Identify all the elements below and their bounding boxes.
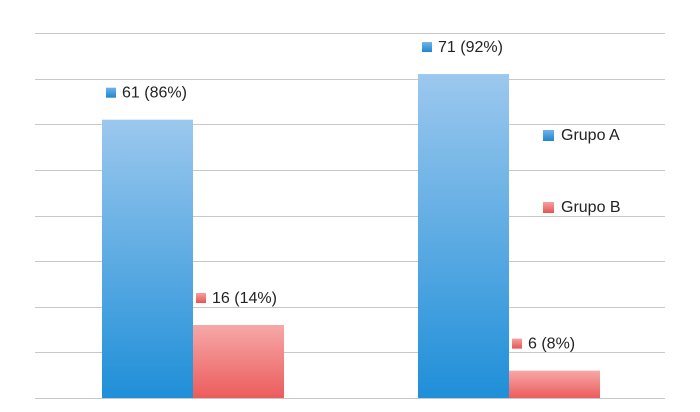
legend-label-grupo-a: Grupo A xyxy=(561,127,620,144)
data-label-swatch-1-0 xyxy=(196,293,206,303)
data-labels: 61 (86%) 71 (92%) 16 (14%) 6 (8%) xyxy=(106,39,575,353)
bar-grupo-b-1 xyxy=(193,325,284,398)
bars xyxy=(102,74,600,398)
bar-grupo-b-2 xyxy=(509,370,600,398)
data-label-1-0: 16 (14%) xyxy=(212,290,277,307)
legend-swatch-grupo-b xyxy=(543,202,554,213)
data-label-swatch-0-0 xyxy=(106,87,116,98)
legend: Grupo A Grupo B xyxy=(543,127,621,216)
data-label-0-0: 61 (86%) xyxy=(122,85,187,102)
bar-grupo-a-1 xyxy=(102,119,193,398)
data-label-0-1: 71 (92%) xyxy=(438,39,503,56)
data-label-1-1: 6 (8%) xyxy=(528,336,575,353)
data-label-swatch-0-1 xyxy=(422,42,432,53)
legend-swatch-grupo-a xyxy=(543,130,554,141)
legend-label-grupo-b: Grupo B xyxy=(561,199,621,216)
bar-grupo-a-2 xyxy=(418,74,509,398)
data-label-swatch-1-1 xyxy=(512,338,522,349)
